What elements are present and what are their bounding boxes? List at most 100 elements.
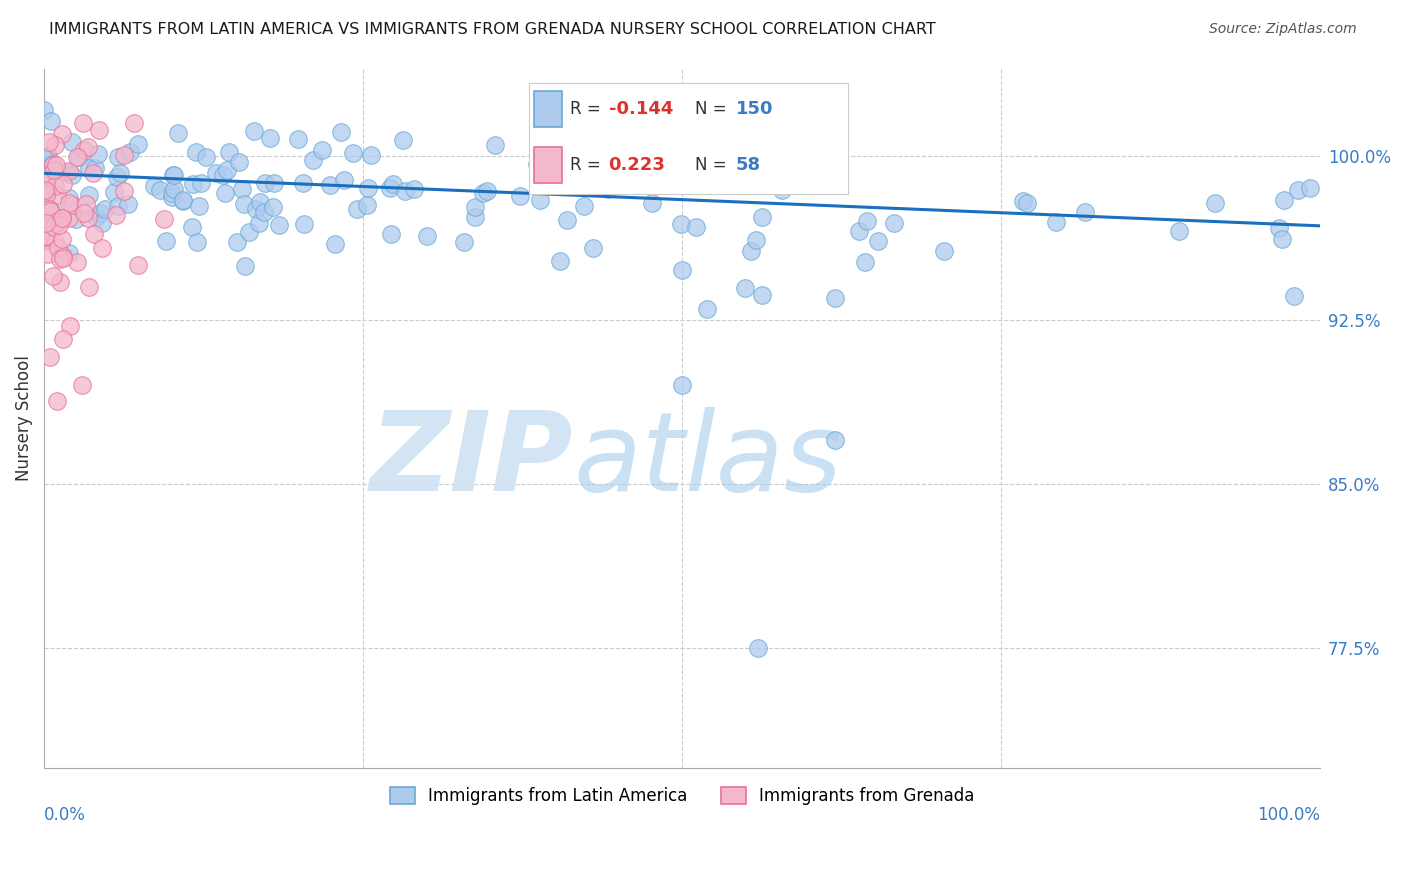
Point [160,189,183,203]
Point [228,155,250,169]
Point [747,640,769,655]
Point [41,157,63,171]
Point [598,182,620,196]
Point [160,186,183,200]
Point [38,203,60,218]
Point [84,161,107,175]
Point [1167,224,1189,238]
Point [571,161,593,176]
Y-axis label: Nursery School: Nursery School [15,355,32,481]
Point [77,211,100,225]
Point [77,280,100,294]
Point [73,144,96,158]
Point [60,168,83,182]
Point [45,188,67,202]
Point [58,245,80,260]
Point [32,103,55,118]
Point [172,194,194,208]
Point [380,227,402,241]
Point [233,260,256,274]
Point [1015,196,1038,211]
Point [122,116,145,130]
Point [149,183,172,197]
Point [107,149,129,163]
Point [770,183,793,197]
Point [700,175,723,189]
Point [934,244,956,258]
Point [671,378,693,392]
Point [35,216,58,230]
Text: 100.0%: 100.0% [1257,806,1320,824]
Point [394,184,416,198]
Point [112,185,135,199]
Point [181,178,204,192]
Point [606,164,628,178]
Point [60,135,83,149]
Point [820,170,842,185]
Point [346,202,368,217]
Point [790,138,813,153]
Point [37,247,59,261]
Point [356,197,378,211]
Point [39,216,62,230]
Point [67,150,90,164]
Point [37,185,59,199]
Point [38,202,60,217]
Point [58,196,80,211]
Point [46,241,69,255]
Point [38,169,60,183]
Point [153,211,176,226]
Point [38,135,60,149]
Point [621,147,644,161]
Point [1045,215,1067,229]
Point [745,233,768,247]
Point [249,194,271,209]
Point [292,218,315,232]
Point [77,161,100,175]
Point [475,184,498,198]
Point [49,275,72,289]
Point [51,211,73,225]
Point [107,199,129,213]
Point [58,211,80,225]
Point [188,199,211,213]
Point [58,164,80,178]
Point [1272,194,1295,208]
Point [52,333,75,347]
Point [380,181,402,195]
Point [263,176,285,190]
Point [51,211,73,226]
Point [39,114,62,128]
Point [35,228,58,243]
Point [751,287,773,301]
Point [44,163,66,178]
Point [671,262,693,277]
Point [740,244,762,258]
Point [247,215,270,229]
Point [453,235,475,249]
Point [90,216,112,230]
Point [628,164,651,178]
Point [259,130,281,145]
Text: 0.0%: 0.0% [44,806,86,824]
Point [233,196,256,211]
Point [472,186,495,201]
Point [104,208,127,222]
Point [1073,205,1095,219]
Point [319,178,342,192]
Point [127,258,149,272]
Point [44,137,66,152]
Point [269,219,291,233]
Point [751,210,773,224]
Point [243,124,266,138]
Point [162,168,184,182]
Point [214,186,236,200]
Point [333,173,356,187]
Point [262,200,284,214]
Point [581,241,603,255]
Point [392,133,415,147]
Point [530,145,553,159]
Point [464,210,486,224]
Point [77,140,100,154]
Point [404,182,426,196]
